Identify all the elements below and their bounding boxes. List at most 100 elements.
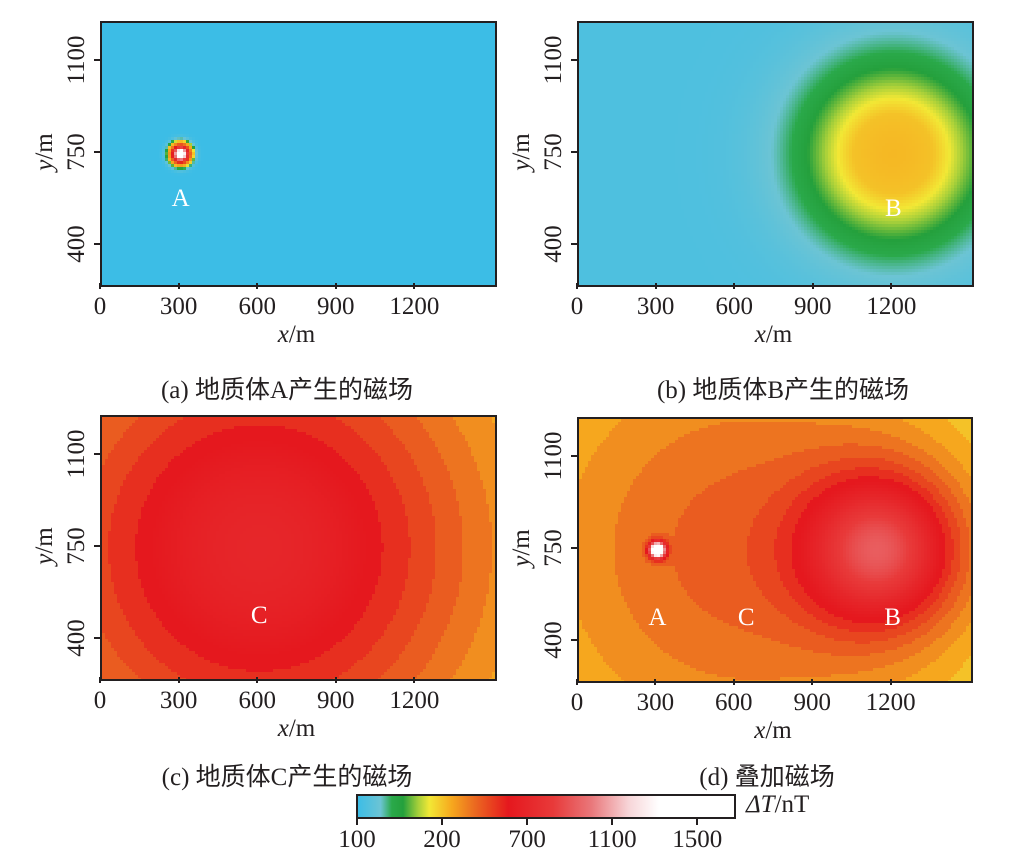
y-tick-label: 750 (63, 133, 91, 171)
x-tick (256, 283, 259, 289)
caption-c: (c) 地质体C产生的磁场 (162, 757, 413, 793)
source-label-c: C (738, 604, 755, 632)
y-tick (94, 242, 100, 245)
caption-b: (b) 地质体B产生的磁场 (657, 370, 909, 406)
colorbar-tick (696, 819, 699, 825)
y-axis-title: y/m (31, 133, 59, 171)
colorbar-tick-label: 1500 (672, 826, 722, 854)
x-tick-label: 300 (637, 293, 675, 321)
colorbar-tick (356, 819, 358, 825)
colorbar (356, 794, 736, 819)
heatmap-d (579, 419, 971, 681)
x-tick (99, 677, 101, 683)
colorbar-tick (441, 819, 444, 825)
y-tick (571, 547, 577, 549)
y-tick (94, 59, 100, 62)
heatmap-c (102, 417, 495, 679)
x-tick-label: 0 (571, 293, 584, 321)
plot-area-b: B (577, 21, 974, 287)
x-tick (733, 283, 736, 289)
x-tick (334, 677, 337, 683)
y-tick-label: 750 (540, 529, 568, 567)
y-tick-label: 1100 (540, 36, 568, 85)
heatmap-a (102, 23, 495, 285)
x-tick (177, 283, 180, 289)
y-tick-label: 1100 (63, 430, 91, 479)
y-tick-label: 400 (63, 619, 91, 657)
x-tick (811, 283, 814, 289)
colorbar-tick-label: 1100 (588, 826, 637, 854)
x-tick-label: 1200 (389, 687, 439, 715)
x-tick (99, 283, 101, 289)
colorbar-title: ΔT/nT (746, 791, 809, 819)
x-tick-label: 1200 (866, 689, 916, 717)
y-tick (571, 151, 577, 153)
y-axis-title: y/m (508, 529, 536, 567)
y-tick (571, 455, 577, 458)
y-tick (94, 636, 100, 639)
colorbar-symbol: ΔT (746, 791, 775, 818)
caption-d: (d) 叠加磁场 (699, 757, 834, 793)
x-tick-label: 300 (160, 293, 198, 321)
x-tick (576, 283, 578, 289)
y-tick-label: 1100 (540, 432, 568, 481)
y-tick-label: 750 (540, 133, 568, 171)
x-axis-title: x/m (755, 321, 793, 349)
x-tick-label: 600 (238, 687, 276, 715)
x-tick (654, 283, 657, 289)
y-tick (571, 242, 577, 245)
x-tick (654, 679, 657, 685)
x-tick (890, 283, 893, 289)
y-tick-label: 1100 (63, 36, 91, 85)
colorbar-tick-label: 100 (338, 826, 376, 854)
y-tick-label: 400 (540, 621, 568, 659)
x-tick-label: 600 (715, 293, 753, 321)
x-tick-label: 300 (637, 689, 675, 717)
colorbar-tick (526, 819, 529, 825)
colorbar-tick (611, 819, 614, 825)
x-tick-label: 300 (160, 687, 198, 715)
y-tick (94, 453, 100, 456)
x-tick-label: 1200 (389, 293, 439, 321)
plot-area-c: C (100, 415, 497, 681)
x-tick-label: 0 (94, 293, 107, 321)
x-tick (413, 283, 416, 289)
plot-area-a: A (100, 21, 497, 287)
x-tick (889, 679, 892, 685)
y-tick-label: 400 (63, 225, 91, 263)
x-tick (177, 677, 180, 683)
source-label-a: A (648, 604, 666, 632)
x-tick-label: 900 (794, 293, 832, 321)
x-tick-label: 900 (793, 689, 831, 717)
y-tick (571, 59, 577, 62)
source-label-b: B (884, 604, 901, 632)
x-tick-label: 1200 (866, 293, 916, 321)
y-axis-title: y/m (508, 133, 536, 171)
x-axis-title: x/m (278, 715, 316, 743)
source-label-a: A (172, 185, 190, 213)
x-tick-label: 0 (571, 689, 584, 717)
colorbar-tick-label: 200 (423, 826, 461, 854)
x-tick-label: 0 (94, 687, 107, 715)
x-axis-title: x/m (278, 321, 316, 349)
x-tick-label: 600 (238, 293, 276, 321)
colorbar-unit: /nT (775, 791, 810, 818)
heatmap-b (579, 23, 972, 285)
x-tick (576, 679, 578, 685)
y-tick-label: 400 (540, 225, 568, 263)
x-tick (256, 677, 259, 683)
x-tick (732, 679, 735, 685)
caption-a: (a) 地质体A产生的磁场 (161, 370, 413, 406)
x-tick-label: 600 (715, 689, 753, 717)
x-tick (811, 679, 814, 685)
x-tick-label: 900 (317, 687, 355, 715)
y-axis-title: y/m (31, 527, 59, 565)
x-tick (413, 677, 416, 683)
x-axis-title: x/m (754, 717, 792, 745)
y-tick (571, 638, 577, 641)
x-tick-label: 900 (317, 293, 355, 321)
colorbar-tick-label: 700 (508, 826, 546, 854)
source-label-b: B (885, 195, 902, 223)
y-tick (94, 151, 100, 153)
